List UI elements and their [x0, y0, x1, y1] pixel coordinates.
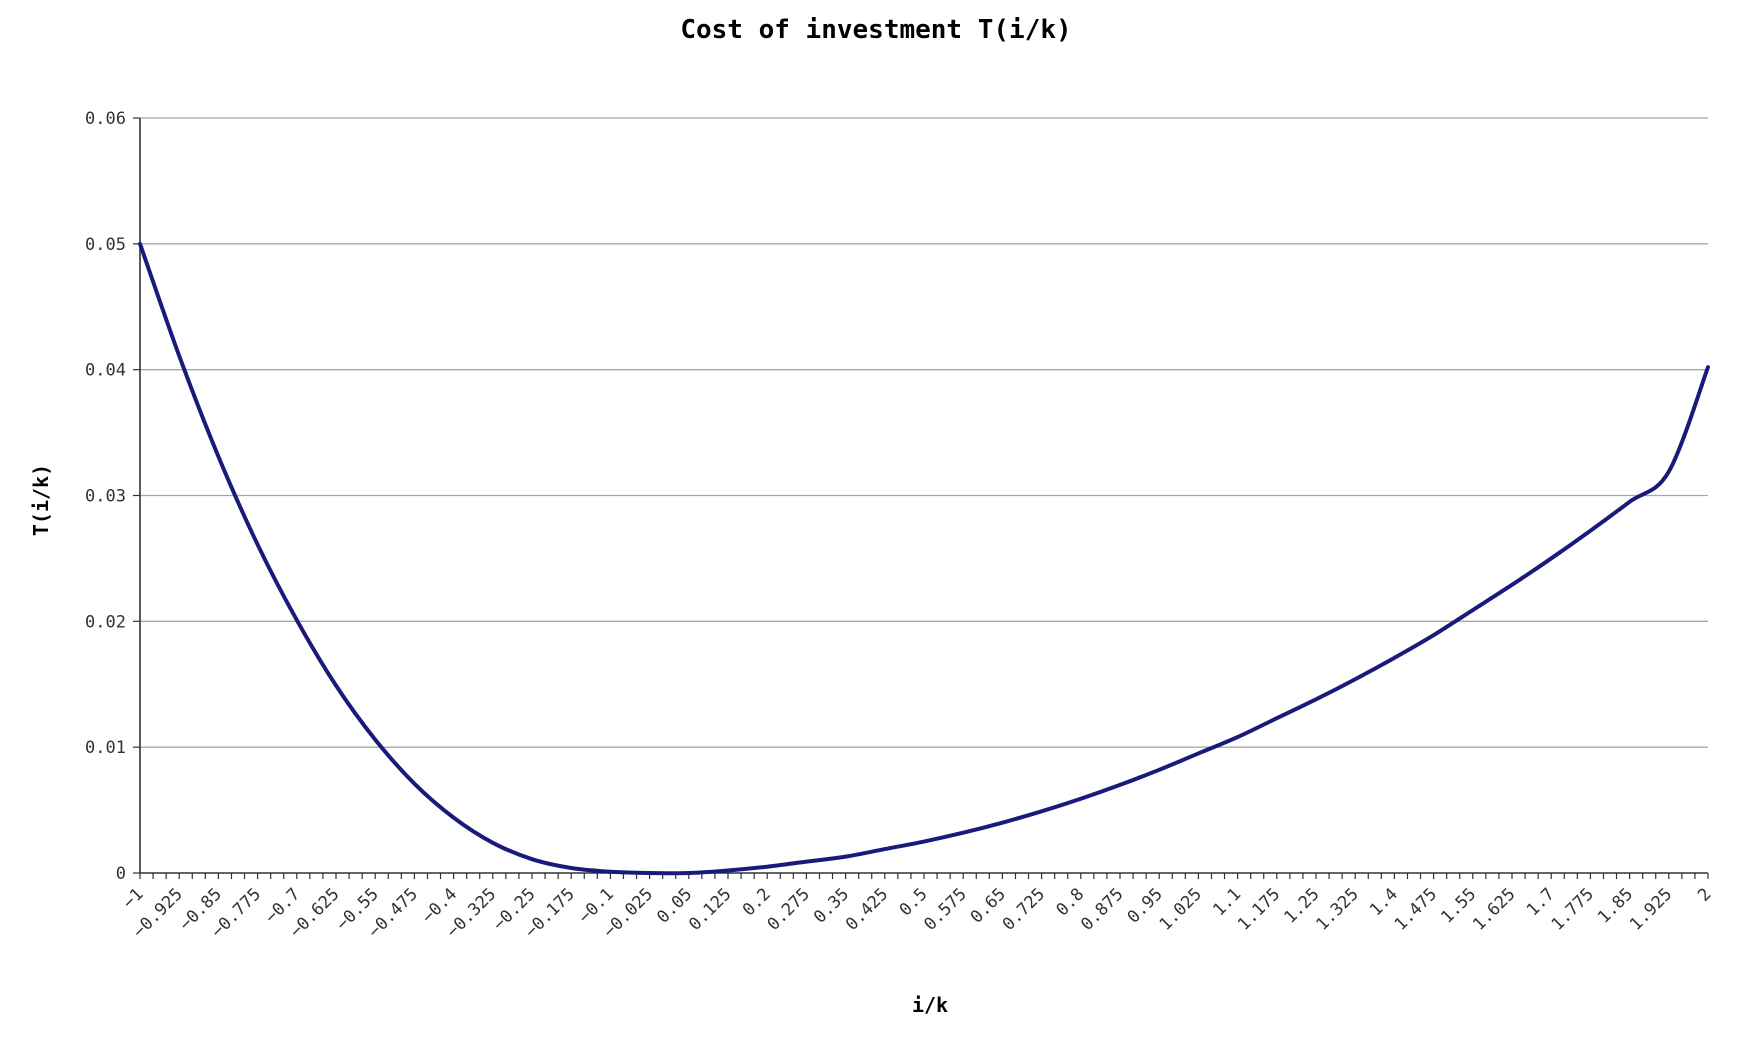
y-tick-label: 0.04 — [85, 361, 126, 381]
x-tick-label: 1.325 — [1312, 884, 1362, 934]
x-tick-label: 0.275 — [764, 884, 814, 934]
y-tick-label: 0.02 — [85, 612, 126, 632]
y-tick-label: 0.01 — [85, 738, 126, 758]
x-tick-label: 0.575 — [920, 884, 970, 934]
x-tick-label: −1 — [119, 884, 148, 913]
x-tick-label: 0.425 — [842, 884, 892, 934]
gridlines — [140, 117, 1708, 748]
x-tick-label: 0.875 — [1077, 884, 1127, 934]
axes — [133, 117, 1709, 879]
x-tick-label: 0.725 — [999, 884, 1049, 934]
x-tick-label: 0.125 — [685, 884, 735, 934]
x-tick-label: 1.175 — [1234, 884, 1284, 934]
x-axis-title: i/k — [912, 993, 948, 1017]
y-tick-label: 0.05 — [85, 235, 126, 255]
x-tick-label: 2 — [1694, 884, 1715, 905]
y-tick-label: 0 — [116, 864, 126, 884]
x-tick-label: 1.475 — [1391, 884, 1441, 934]
y-tick-label: 0.03 — [85, 487, 126, 507]
y-axis-title: T(i/k) — [29, 464, 53, 536]
chart-title: Cost of investment T(i/k) — [680, 15, 1071, 45]
x-tick-label: 1.625 — [1469, 884, 1519, 934]
x-tick-label: 1.925 — [1626, 884, 1676, 934]
y-tick-labels: 0 0.01 0.02 0.03 0.04 0.05 0.06 — [85, 109, 126, 884]
x-tick-label: 1.025 — [1156, 884, 1206, 934]
series-line — [138, 241, 1710, 876]
x-tick-labels: −1−0.925−0.85−0.775−0.7−0.625−0.55−0.475… — [119, 884, 1716, 942]
series-layer — [138, 241, 1710, 876]
x-tick-label: 1.775 — [1548, 884, 1598, 934]
y-tick-label: 0.06 — [85, 109, 126, 129]
